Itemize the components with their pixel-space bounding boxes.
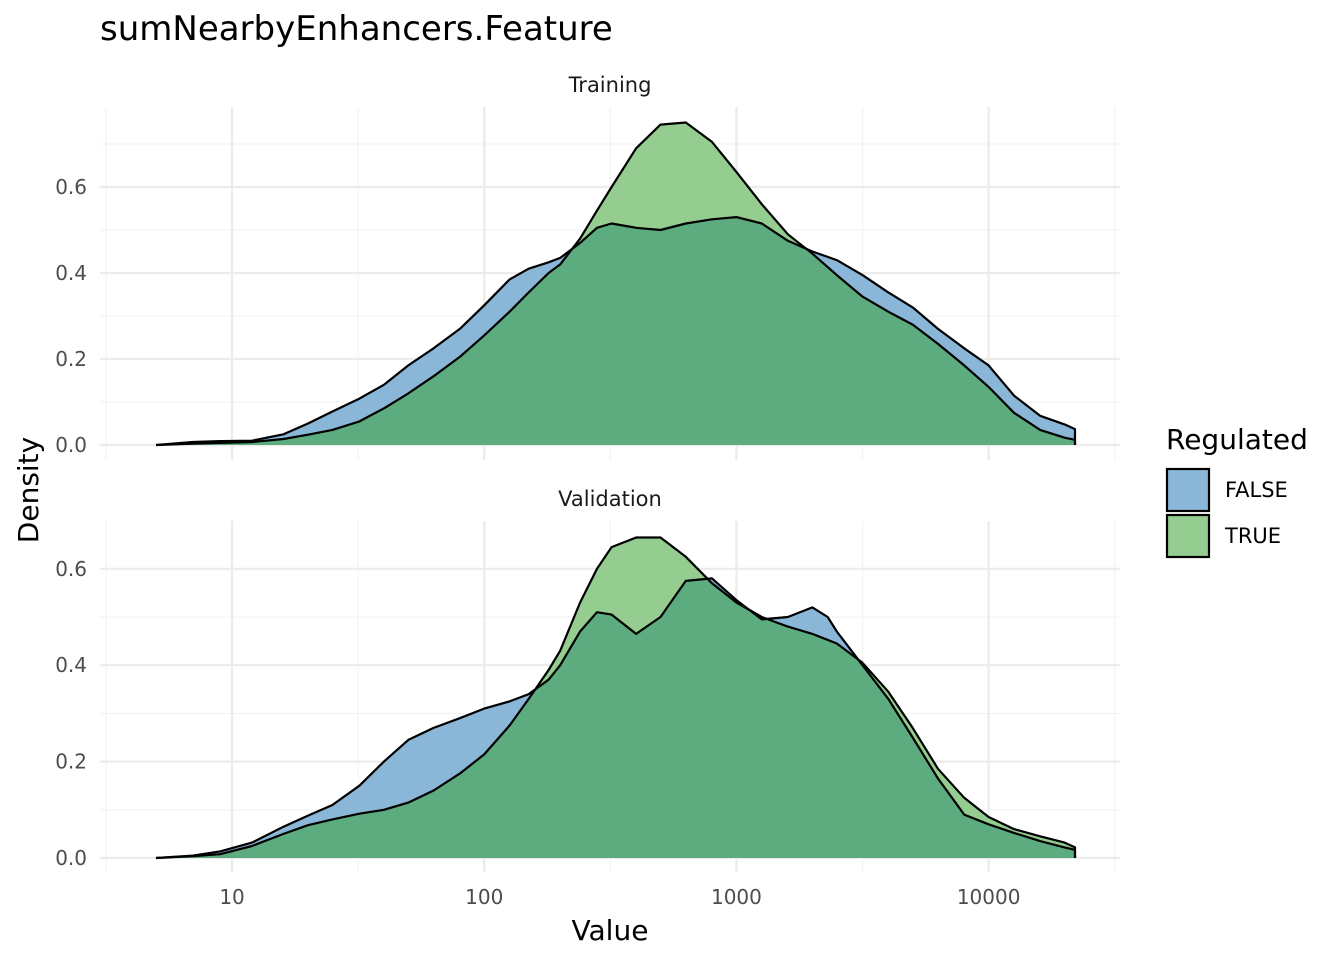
legend-key-true <box>1165 513 1211 559</box>
legend-title: Regulated <box>1166 423 1308 456</box>
legend-label-true: TRUE <box>1224 524 1281 548</box>
legend-label-false: FALSE <box>1225 478 1288 502</box>
x-tick-label: 10 <box>219 885 244 909</box>
density-overlap <box>156 217 1075 445</box>
legend-key-false <box>1165 467 1211 513</box>
y-tick-label: 0.6 <box>55 557 87 581</box>
x-tick-label: 100 <box>465 885 503 909</box>
y-tick-label: 0.2 <box>55 750 87 774</box>
y-tick-label: 0.2 <box>55 347 87 371</box>
strip-label-validation: Validation <box>558 487 662 511</box>
y-axis-label: Density <box>12 437 45 543</box>
panel-training: Training 0.0 0.2 0.4 0.6 <box>55 73 1120 460</box>
y-tick-label: 0.0 <box>55 433 87 457</box>
density-outline-true <box>156 536 1077 860</box>
y-tick-label: 0.4 <box>55 653 87 677</box>
y-tick-label: 0.4 <box>55 261 87 285</box>
chart-title: sumNearbyEnhancers.Feature <box>100 9 613 49</box>
density-outline-false <box>156 216 1077 447</box>
density-outline-false <box>156 577 1077 860</box>
legend: Regulated FALSE TRUE <box>1165 423 1308 559</box>
y-tick-label: 0.6 <box>55 175 87 199</box>
strip-label-training: Training <box>568 73 652 97</box>
x-axis-ticks: 10 100 1000 10000 <box>219 885 1020 909</box>
density-outline-true <box>156 121 1077 447</box>
panels: Training 0.0 0.2 0.4 0.6 Validation 0.0 0.2 0.4 0… <box>55 73 1120 872</box>
y-tick-label: 0.0 <box>55 846 87 870</box>
density-overlap <box>156 578 1075 858</box>
panel-validation: Validation 0.0 0.2 0.4 0.6 <box>55 487 1120 872</box>
x-axis-label: Value <box>572 914 649 947</box>
x-tick-label: 10000 <box>957 885 1021 909</box>
x-tick-label: 1000 <box>711 885 762 909</box>
